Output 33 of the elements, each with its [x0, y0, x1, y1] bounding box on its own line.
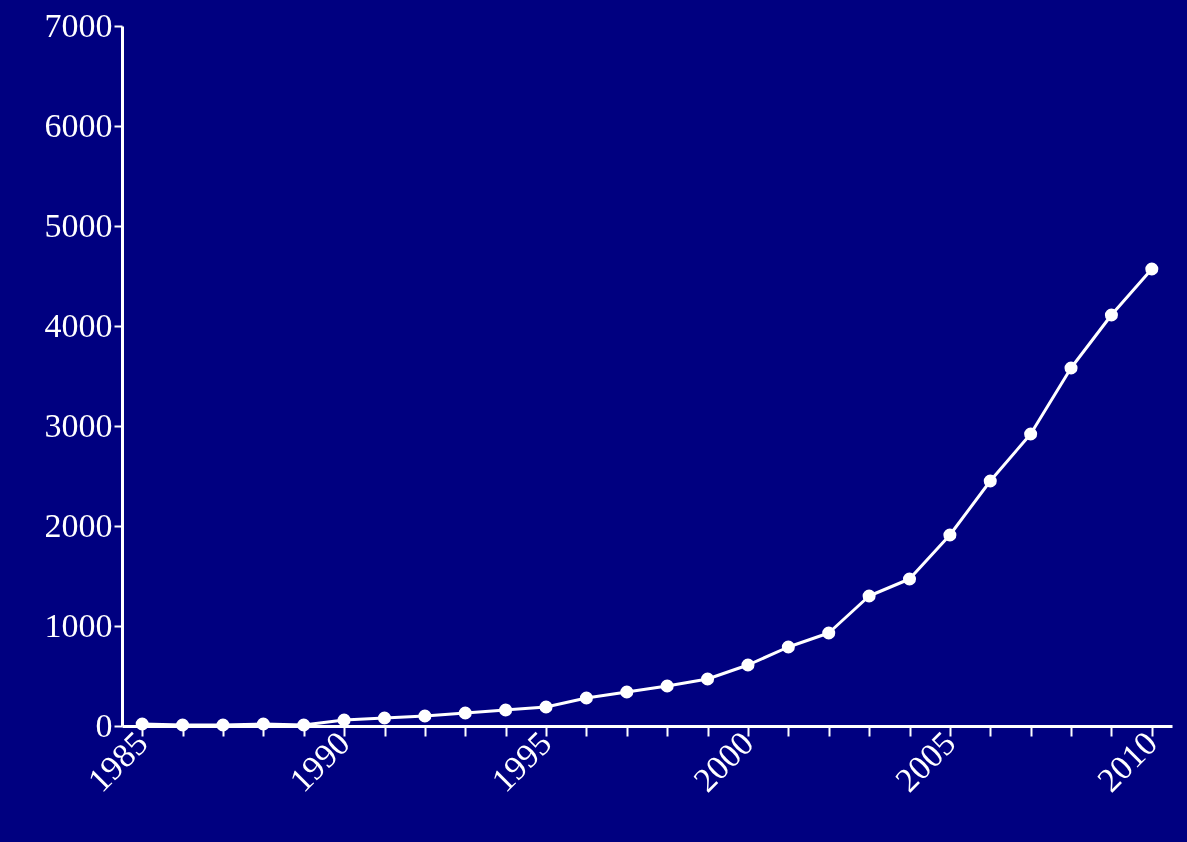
y-tick-label: 7000	[44, 6, 113, 44]
point	[741, 658, 755, 672]
y-tick-label: 2000	[44, 506, 113, 544]
point	[660, 679, 674, 693]
point	[297, 718, 311, 732]
point	[701, 672, 715, 686]
point	[781, 640, 795, 654]
point	[862, 589, 876, 603]
y-tick-label: 4000	[44, 306, 113, 344]
y-tick-label: 5000	[44, 206, 113, 244]
point	[943, 528, 957, 542]
point	[1145, 262, 1159, 276]
y-tick-label: 1000	[44, 606, 113, 644]
point	[902, 572, 917, 586]
point	[135, 717, 149, 731]
point	[337, 713, 351, 727]
point	[1064, 361, 1078, 375]
point	[983, 474, 997, 488]
y-tick-label: 3000	[44, 406, 113, 444]
y-tick-label: 6000	[44, 106, 113, 144]
point	[579, 691, 593, 705]
point	[176, 718, 190, 732]
point	[418, 709, 432, 723]
point	[216, 718, 230, 732]
point	[620, 685, 634, 699]
point	[377, 711, 392, 725]
point	[1104, 308, 1118, 322]
point	[1024, 427, 1038, 441]
point	[256, 717, 270, 731]
point	[822, 626, 836, 640]
point	[539, 700, 553, 714]
point	[499, 703, 513, 717]
point	[458, 706, 472, 720]
